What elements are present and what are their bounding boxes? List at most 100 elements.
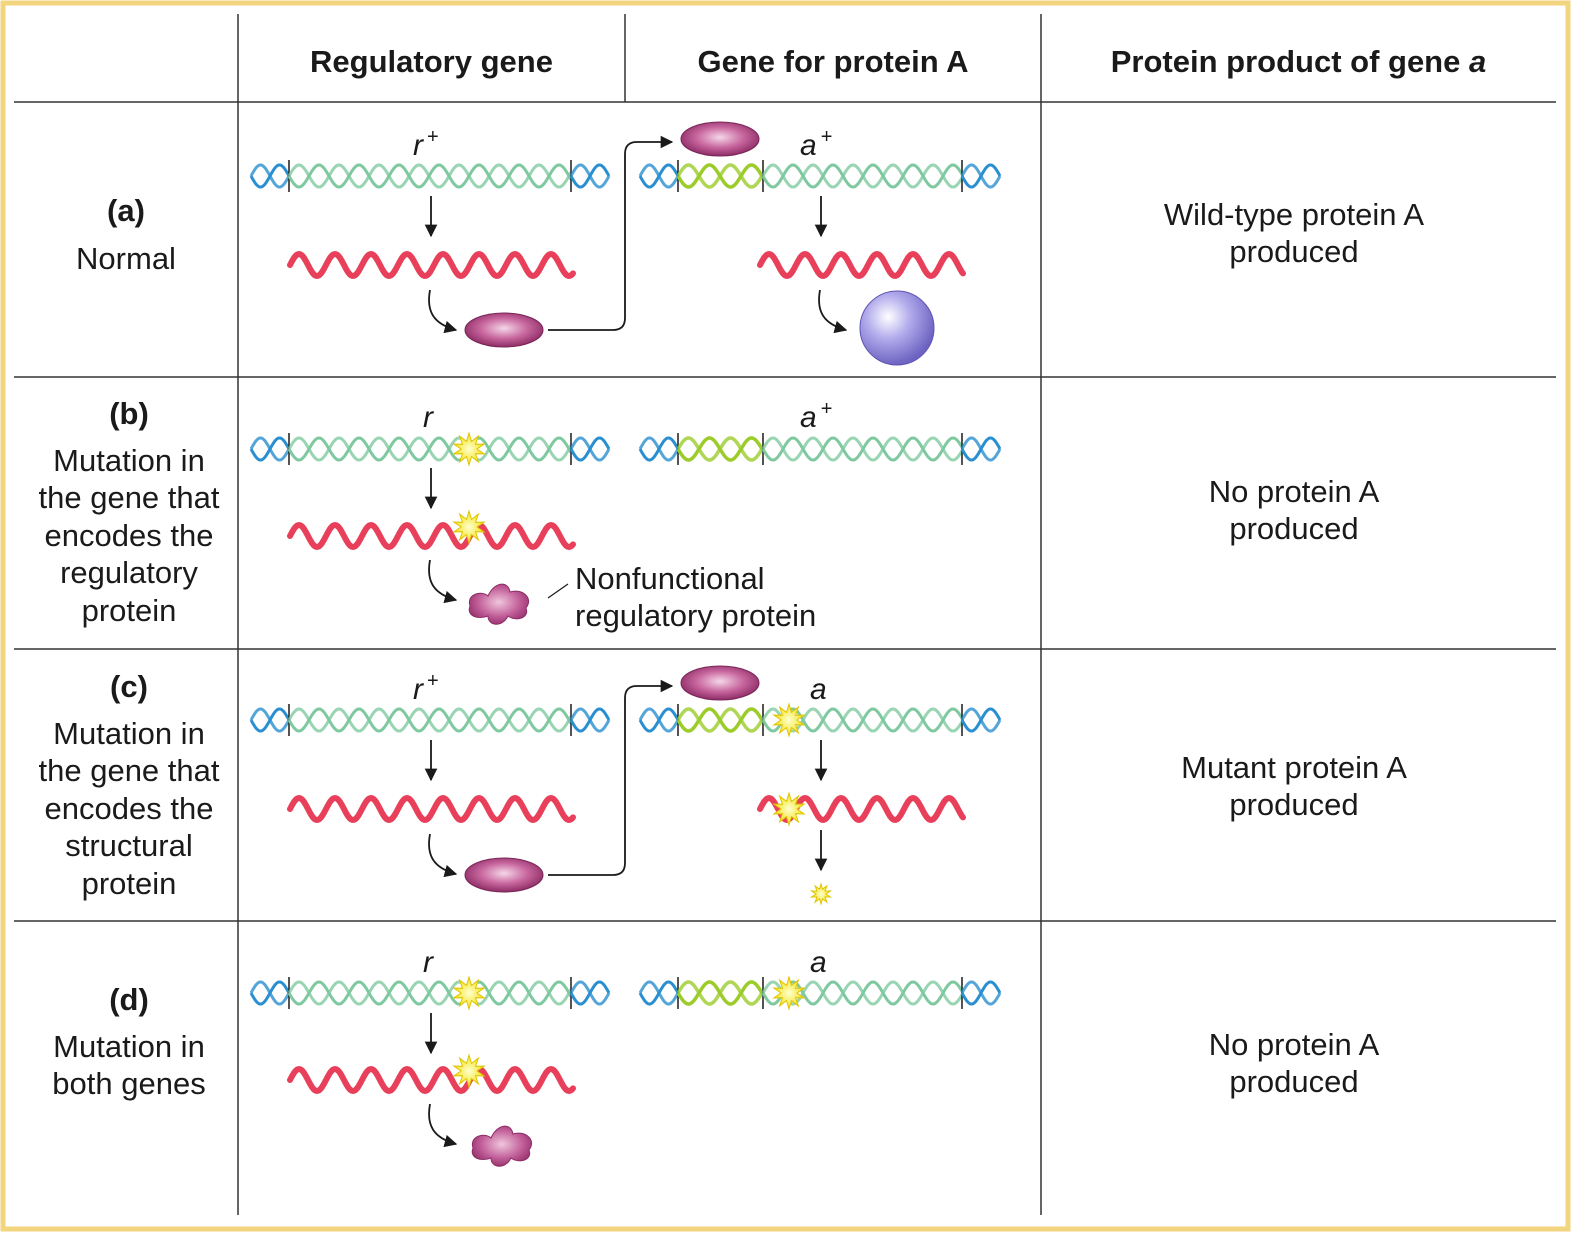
row-d-tag: (d) — [109, 982, 149, 1017]
row-a-regulatory-protein — [464, 312, 544, 348]
row-a-regulatory-dna-gene-body-strand-2 — [287, 163, 573, 189]
row-a-gene-a-dna-left-end-strand-2 — [638, 163, 680, 189]
row-b-a-gene-symbol: a — [800, 401, 817, 434]
row-b-desc-line1: Mutation in — [53, 442, 205, 478]
row-b-note-leader-line — [547, 583, 569, 599]
row-b-reg-mrna — [287, 521, 576, 551]
row-d-result: No protein A produced — [1041, 1026, 1547, 1100]
row-a-a-gene-sup: + — [820, 126, 833, 148]
row-c-reg-gene-label: r + — [413, 670, 439, 707]
row-b-reg-mrna-mutation-star — [452, 509, 486, 545]
header-gene-for-protein-a: Gene for protein A — [697, 44, 969, 79]
row-d-gene-a-dna-promoter-strand-2 — [676, 980, 765, 1006]
row-b-a-gene-sup: + — [820, 398, 833, 420]
row-a-protein-a — [859, 290, 935, 366]
row-d-reg-gene-symbol: r — [423, 946, 433, 979]
row-d-reg-translation-arrow — [428, 1103, 458, 1148]
row-b-regulatory-dna-right-end-strand-2 — [569, 436, 611, 462]
row-d-reg-gene-label: r — [423, 943, 437, 980]
row-b-desc-line5: protein — [81, 592, 177, 628]
row-d-a-gene-symbol: a — [810, 946, 827, 979]
row-d-label: (d) Mutation in both genes — [14, 981, 244, 1103]
row-d-nonfunctional-regulatory-protein — [471, 1125, 533, 1167]
row-d-result-line2: produced — [1229, 1064, 1359, 1099]
row-a-gene-a-mrna — [757, 250, 966, 280]
gene-regulation-diagram — [249, 121, 1002, 1167]
row-b-nonfunctional-regulatory-protein — [468, 583, 530, 625]
row-b-a-gene-label: a + — [800, 398, 832, 435]
row-c-desc-line3: encodes the — [44, 790, 214, 826]
row-d-gene-a-dna-mutation-star — [772, 975, 806, 1011]
row-c-desc-line5: protein — [81, 865, 177, 901]
row-d-reg-mrna — [287, 1065, 576, 1095]
row-b-reg-gene-label: r — [423, 398, 437, 435]
row-d-reg-mrna-mutation-star — [452, 1053, 486, 1089]
row-d-reg-dna-mutation-star — [452, 975, 486, 1011]
row-c-regulatory-binding-arrow — [548, 679, 674, 876]
row-b-tag: (b) — [109, 396, 149, 431]
row-a-gene-a-translation-arrow — [818, 289, 848, 334]
row-b-gene-a-dna-left-end-strand-2 — [638, 436, 680, 462]
row-d-a-gene-label: a — [810, 943, 831, 980]
row-c-result-line1: Mutant protein A — [1181, 750, 1407, 785]
row-a-label: (a) Normal — [14, 192, 238, 277]
row-c-regulatory-dna-left-end-strand-2 — [249, 707, 291, 733]
row-d-gene-a-dna-left-end-strand-2 — [638, 980, 680, 1006]
row-c-desc-line4: structural — [65, 828, 193, 863]
row-a-result-line2: produced — [1229, 234, 1359, 269]
row-a-regulatory-dna-left-end-strand-2 — [249, 163, 291, 189]
row-c-reg-mrna — [287, 794, 576, 824]
row-b-result: No protein A produced — [1041, 473, 1547, 547]
row-b-result-line2: produced — [1229, 511, 1359, 546]
row-a-regulatory-dna-right-end-strand-2 — [569, 163, 611, 189]
table-grid — [14, 14, 1556, 1215]
row-c-mutant-protein-a — [809, 882, 833, 906]
row-c-tag: (c) — [110, 669, 148, 704]
row-a-a-gene-label: a + — [800, 126, 832, 163]
row-b-regulatory-dna-gene-body-strand-1 — [287, 436, 573, 462]
row-a-tag: (a) — [107, 193, 145, 228]
row-a-gene-a-dna-gene-body-strand-2 — [761, 163, 964, 189]
header-gene-a-italic: a — [1468, 44, 1487, 79]
row-a-reg-gene-symbol: r — [413, 129, 423, 162]
row-c-desc-line2: the gene that — [38, 753, 220, 788]
row-c-gene-a-dna-left-end-strand-2 — [638, 707, 680, 733]
row-b-regulatory-dna-gene-body-strand-2 — [287, 436, 573, 462]
row-c-reg-translation-arrow — [428, 833, 458, 878]
row-c-label: (c) Mutation in the gene that encodes th… — [14, 668, 244, 902]
row-c-desc-line1: Mutation in — [53, 715, 205, 751]
row-b-reg-gene-symbol: r — [423, 401, 433, 434]
header-regulatory-gene: Regulatory gene — [310, 44, 553, 79]
header-protein-product-text: Protein product of gene — [1110, 44, 1469, 79]
row-c-regulatory-protein — [464, 857, 544, 893]
row-a-a-gene-symbol: a — [800, 129, 817, 162]
row-a-regulatory-binding-arrow — [548, 135, 674, 331]
row-c-gene-a-dna-promoter-strand-2 — [676, 707, 765, 733]
row-a-result: Wild-type protein A produced — [1041, 196, 1547, 270]
row-b-result-line1: No protein A — [1208, 474, 1380, 509]
row-b-reg-translation-arrow — [428, 559, 458, 604]
row-b-gene-a-dna-right-end-strand-2 — [960, 436, 1002, 462]
row-d-gene-a-dna-right-end-strand-2 — [960, 980, 1002, 1006]
row-d-result-line1: No protein A — [1208, 1027, 1380, 1062]
row-c-result: Mutant protein A produced — [1041, 749, 1547, 823]
row-c-gene-a-dna-right-end-strand-2 — [960, 707, 1002, 733]
row-c-regulatory-dna-gene-body-strand-1 — [287, 707, 573, 733]
note-line1: Nonfunctional — [575, 561, 765, 596]
header-protein-product: Protein product of gene a — [1041, 44, 1556, 80]
row-b-label: (b) Mutation in the gene that encodes th… — [14, 395, 244, 629]
row-d-regulatory-dna-left-end-strand-2 — [249, 980, 291, 1006]
row-c-gene-a-dna-mutation-star — [772, 702, 806, 738]
row-c-result-line2: produced — [1229, 787, 1359, 822]
row-c-regulatory-dna-right-end-strand-2 — [569, 707, 611, 733]
row-b-desc-line2: the gene that — [38, 480, 220, 515]
row-a-reg-mrna — [287, 250, 576, 280]
row-a-gene-a-dna-promoter-strand-2 — [676, 163, 765, 189]
row-d-desc-line2: both genes — [52, 1066, 206, 1101]
row-c-a-gene-symbol: a — [810, 673, 827, 706]
row-a-result-line1: Wild-type protein A — [1163, 197, 1425, 232]
row-c-gene-a-mrna-mutation-star — [772, 791, 806, 827]
row-a-reg-translation-arrow — [428, 289, 458, 334]
